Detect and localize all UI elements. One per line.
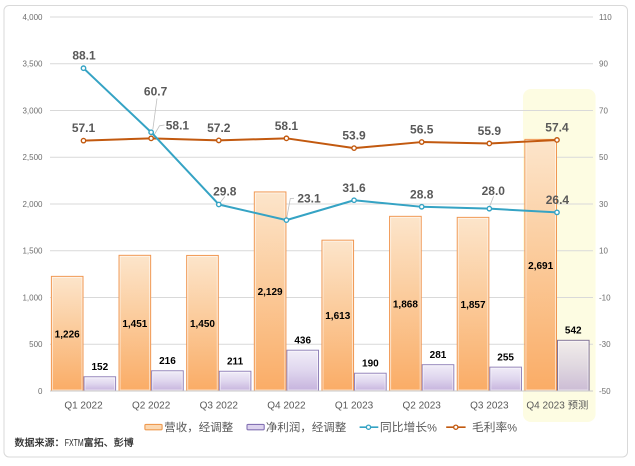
svg-text:542: 542 [565,326,582,337]
svg-text:26.4: 26.4 [546,193,570,207]
svg-text:-30: -30 [599,340,611,349]
svg-text:28.0: 28.0 [482,184,506,198]
svg-text:58.1: 58.1 [275,119,299,133]
svg-text:190: 190 [362,359,379,370]
svg-text:500: 500 [29,340,43,349]
svg-text:53.9: 53.9 [342,129,366,143]
svg-text:2,500: 2,500 [22,153,43,162]
svg-text:Q4 2023: Q4 2023 [526,401,565,412]
svg-text:152: 152 [91,362,108,373]
svg-text:Q2 2022: Q2 2022 [132,401,171,412]
svg-text:%: % [507,422,517,434]
svg-text:1,613: 1,613 [325,311,350,322]
svg-text:Q3 2022: Q3 2022 [200,401,239,412]
svg-text:3,000: 3,000 [22,106,43,115]
svg-text:1,857: 1,857 [461,300,486,311]
svg-text:211: 211 [227,357,244,368]
svg-text:Q1 2023: Q1 2023 [335,401,374,412]
svg-text:29.8: 29.8 [213,185,237,199]
svg-text:58.1: 58.1 [166,119,190,133]
svg-text:1,451: 1,451 [122,319,147,330]
svg-text:1,000: 1,000 [22,293,43,302]
svg-text:%: % [427,422,437,434]
svg-text:28.8: 28.8 [410,187,434,201]
svg-text:Q1 2022: Q1 2022 [64,401,103,412]
svg-text:Q2 2023: Q2 2023 [403,401,442,412]
svg-text:57.4: 57.4 [545,120,569,134]
svg-text:88.1: 88.1 [72,49,96,63]
svg-text:57.1: 57.1 [72,121,96,135]
svg-text:4,000: 4,000 [22,13,43,22]
svg-text:50: 50 [599,153,608,162]
svg-text:57.2: 57.2 [207,121,231,135]
svg-text:70: 70 [599,106,608,115]
svg-text:0: 0 [38,387,43,396]
svg-text:Q4 2022: Q4 2022 [267,401,306,412]
svg-text:-10: -10 [599,293,611,302]
svg-text:FXTM: FXTM [65,438,84,449]
svg-text:2,129: 2,129 [258,287,283,298]
svg-text:436: 436 [294,336,311,347]
svg-text:3,500: 3,500 [22,60,43,69]
svg-text:30: 30 [599,200,608,209]
svg-text:23.1: 23.1 [297,191,321,205]
svg-text:1,450: 1,450 [190,319,215,330]
svg-text:10: 10 [599,247,608,256]
svg-text:1,226: 1,226 [55,329,80,340]
svg-text:1,500: 1,500 [22,247,43,256]
svg-text:110: 110 [599,13,612,22]
svg-text:Q3 2023: Q3 2023 [470,401,509,412]
svg-text:90: 90 [599,60,608,69]
svg-text:2,000: 2,000 [22,200,43,209]
svg-text:31.6: 31.6 [342,181,366,195]
svg-text:56.5: 56.5 [410,123,434,137]
svg-text:255: 255 [497,353,514,364]
svg-text:281: 281 [430,350,447,361]
svg-text:-50: -50 [599,387,611,396]
svg-text:55.9: 55.9 [478,124,502,138]
svg-text:2,691: 2,691 [528,261,553,272]
svg-text:60.7: 60.7 [144,84,168,98]
svg-text:1,868: 1,868 [393,299,418,310]
svg-text:216: 216 [159,356,176,367]
